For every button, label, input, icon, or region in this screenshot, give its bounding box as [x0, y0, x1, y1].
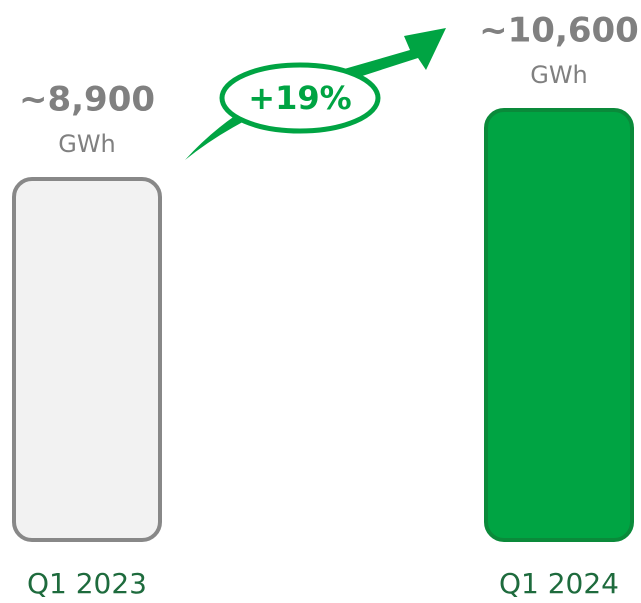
unit-label: GWh	[530, 61, 588, 89]
annotation-bubble	[219, 62, 381, 134]
value-label: ~10,600	[479, 11, 639, 51]
unit-label: GWh	[58, 130, 116, 158]
x-tick-label: Q1 2023	[27, 567, 147, 600]
value-label: ~8,900	[19, 79, 155, 119]
growth-arrow	[185, 28, 446, 160]
bar	[484, 108, 634, 542]
bar	[12, 176, 162, 543]
annotation: +19%	[248, 79, 351, 117]
x-tick-label: Q1 2024	[499, 567, 619, 600]
